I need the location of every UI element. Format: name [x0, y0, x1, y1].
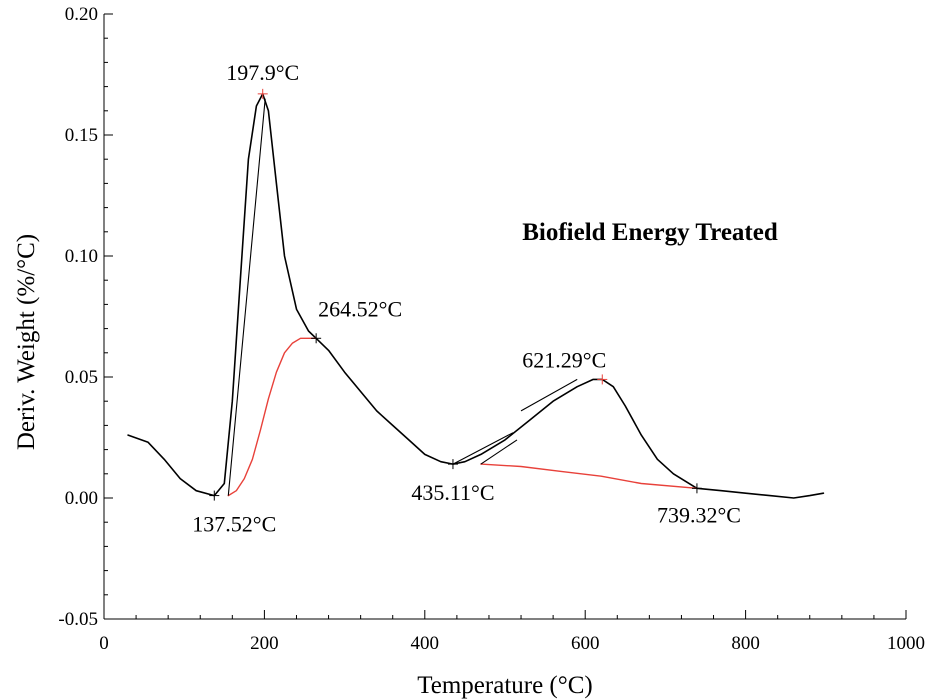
y-tick-label: 0.10 — [65, 246, 98, 267]
tangent-line — [227, 98, 266, 496]
x-tick-label: 800 — [731, 633, 760, 654]
baseline-1-line — [227, 337, 317, 497]
x-tick-label: 200 — [250, 633, 279, 654]
tangent-line — [452, 432, 514, 465]
x-tick-label: 0 — [99, 633, 109, 654]
baseline-2-line — [480, 463, 698, 489]
x-axis-title: Temperature (°C) — [417, 672, 593, 699]
chart-title: Biofield Energy Treated — [522, 219, 778, 246]
tangent-line — [480, 439, 518, 465]
y-tick-label: 0.20 — [65, 4, 98, 25]
annotation-layer: 197.9°C 264.52°C 137.52°C 435.11°C 621.29°C 7… — [192, 60, 741, 537]
y-tick-label: 0.05 — [65, 367, 98, 388]
x-tick-label: 400 — [411, 633, 440, 654]
temperature-annotation: 197.9°C — [226, 60, 299, 85]
y-tick-label: -0.05 — [58, 609, 98, 630]
y-tick-label: 0.00 — [65, 488, 98, 509]
temperature-annotation: 621.29°C — [522, 347, 606, 372]
y-axis-title: Deriv. Weight (%/°C) — [13, 234, 40, 450]
x-tick-label: 600 — [571, 633, 600, 654]
x-tick-label: 1000 — [887, 633, 925, 654]
temperature-annotation: 264.52°C — [318, 296, 402, 321]
temperature-annotation: 137.52°C — [192, 512, 276, 537]
x-axis-ticks: 0 200 400 600 800 1000 — [99, 610, 925, 654]
dtg-curve-line — [127, 93, 825, 499]
y-axis-ticks: -0.05 0.00 0.05 0.10 0.15 0.20 — [58, 4, 113, 630]
temperature-annotation: 435.11°C — [411, 480, 494, 505]
temperature-annotation: 739.32°C — [657, 502, 741, 527]
tangent-layer — [227, 98, 578, 496]
tangent-line — [520, 378, 578, 412]
axes — [103, 14, 906, 620]
y-tick-label: 0.15 — [65, 125, 98, 146]
series-layer — [127, 93, 825, 499]
